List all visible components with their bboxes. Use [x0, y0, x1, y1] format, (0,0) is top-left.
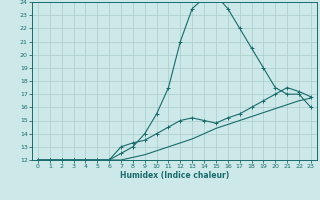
X-axis label: Humidex (Indice chaleur): Humidex (Indice chaleur)	[120, 171, 229, 180]
